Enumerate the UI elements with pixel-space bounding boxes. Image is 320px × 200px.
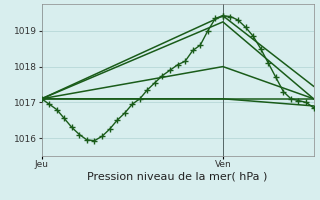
X-axis label: Pression niveau de la mer( hPa ): Pression niveau de la mer( hPa ) — [87, 172, 268, 182]
